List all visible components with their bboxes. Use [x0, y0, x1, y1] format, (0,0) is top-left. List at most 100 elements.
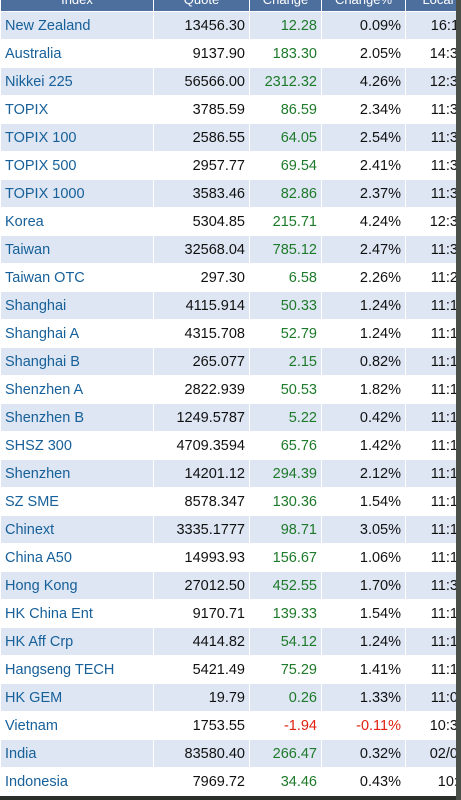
local-time: 11:17 — [405, 319, 456, 348]
quote: 32568.04 — [153, 235, 250, 264]
index-name[interactable]: Shenzhen A — [0, 375, 154, 404]
change: 12.28 — [249, 11, 322, 40]
quote: 5421.49 — [153, 655, 250, 684]
quote: 19.79 — [153, 683, 250, 712]
local-time: 11:30 — [405, 123, 456, 152]
local-time: 11:17 — [405, 459, 456, 488]
quote: 7969.72 — [153, 767, 250, 796]
index-name[interactable]: Australia — [0, 39, 154, 68]
change: 2312.32 — [249, 67, 322, 96]
index-name[interactable]: Shenzhen — [0, 459, 154, 488]
index-name[interactable]: Vietnam — [0, 711, 154, 740]
local-time: 10:31 — [405, 711, 456, 740]
index-name[interactable]: Nikkei 225 — [0, 67, 154, 96]
change-percent: 1.24% — [321, 291, 406, 320]
local-time: 02/06 — [405, 739, 456, 768]
change: 130.36 — [249, 487, 322, 516]
change-percent: 1.82% — [321, 375, 406, 404]
index-name[interactable]: Shenzhen B — [0, 403, 154, 432]
quote: 297.30 — [153, 263, 250, 292]
change: 52.79 — [249, 319, 322, 348]
quote: 14993.93 — [153, 543, 250, 572]
quote: 1249.5787 — [153, 403, 250, 432]
index-name[interactable]: Shanghai A — [0, 319, 154, 348]
change: 34.46 — [249, 767, 322, 796]
index-name[interactable]: Shanghai — [0, 291, 154, 320]
index-name[interactable]: Korea — [0, 207, 154, 236]
column-header: Index — [0, 0, 154, 12]
index-name[interactable]: SZ SME — [0, 487, 154, 516]
change: 183.30 — [249, 39, 322, 68]
local-time: 14:31 — [405, 39, 456, 68]
change: 82.86 — [249, 179, 322, 208]
index-name[interactable]: TOPIX 500 — [0, 151, 154, 180]
index-name[interactable]: HK China Ent — [0, 599, 154, 628]
change: 156.67 — [249, 543, 322, 572]
local-time: 11:17 — [405, 655, 456, 684]
change-percent: 2.41% — [321, 151, 406, 180]
change: 266.47 — [249, 739, 322, 768]
column-header: Change% — [321, 0, 406, 12]
quote: 2586.55 — [153, 123, 250, 152]
change-percent: 1.33% — [321, 683, 406, 712]
change-percent: 2.26% — [321, 263, 406, 292]
index-name[interactable]: Shanghai B — [0, 347, 154, 376]
column-header: Local — [405, 0, 456, 12]
index-name[interactable]: HK Aff Crp — [0, 627, 154, 656]
index-name[interactable]: China A50 — [0, 543, 154, 572]
change-percent: 0.82% — [321, 347, 406, 376]
change: 98.71 — [249, 515, 322, 544]
quote: 56566.00 — [153, 67, 250, 96]
change-percent: 0.43% — [321, 767, 406, 796]
local-time: 11:17 — [405, 403, 456, 432]
index-name[interactable]: Indonesia — [0, 767, 154, 796]
scroll-edge — [456, 0, 461, 800]
quote: 3583.46 — [153, 179, 250, 208]
change-percent: 3.05% — [321, 515, 406, 544]
index-name[interactable]: India — [0, 739, 154, 768]
index-name[interactable]: Hong Kong — [0, 571, 154, 600]
change: 5.22 — [249, 403, 322, 432]
change-percent: 2.54% — [321, 123, 406, 152]
change: 65.76 — [249, 431, 322, 460]
change-percent: -0.11% — [321, 711, 406, 740]
index-name[interactable]: Hangseng TECH — [0, 655, 154, 684]
local-time: 16:11 — [405, 11, 456, 40]
index-name[interactable]: Taiwan — [0, 235, 154, 264]
index-name[interactable]: Chinext — [0, 515, 154, 544]
index-name[interactable]: HK GEM — [0, 683, 154, 712]
index-name[interactable]: SHSZ 300 — [0, 431, 154, 460]
change: 0.26 — [249, 683, 322, 712]
index-name[interactable]: TOPIX 100 — [0, 123, 154, 152]
local-time: 11:28 — [405, 263, 456, 292]
change: 50.53 — [249, 375, 322, 404]
local-time: 11:16 — [405, 543, 456, 572]
index-name[interactable]: New Zealand — [0, 11, 154, 40]
index-name[interactable]: Taiwan OTC — [0, 263, 154, 292]
local-time: 11:30 — [405, 179, 456, 208]
index-name[interactable]: TOPIX 1000 — [0, 179, 154, 208]
change-percent: 0.42% — [321, 403, 406, 432]
change: 69.54 — [249, 151, 322, 180]
change-percent: 1.41% — [321, 655, 406, 684]
local-time: 11:17 — [405, 375, 456, 404]
index-name[interactable]: TOPIX — [0, 95, 154, 124]
quote: 2822.939 — [153, 375, 250, 404]
